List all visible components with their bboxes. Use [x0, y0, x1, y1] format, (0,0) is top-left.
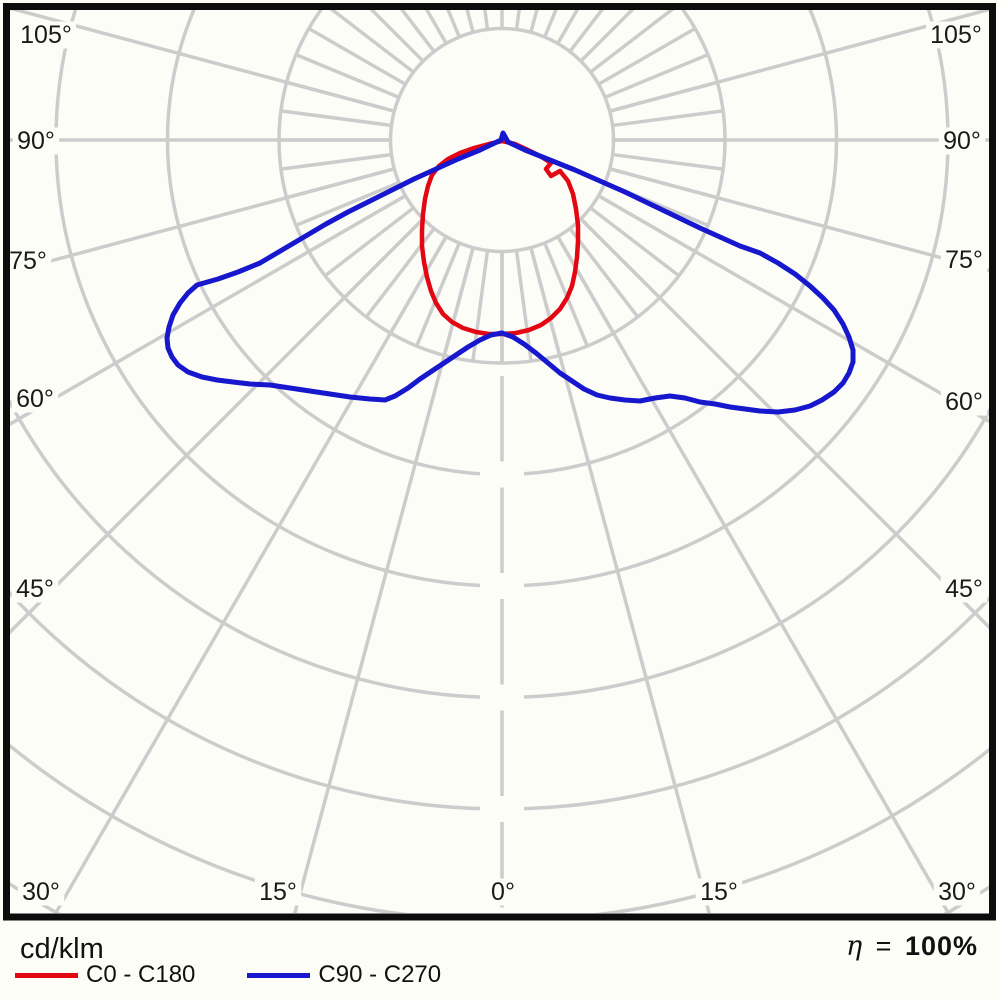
major-spoke — [10, 10, 395, 113]
minor-spoke — [329, 10, 415, 74]
angle-label: 90° — [943, 127, 981, 155]
curve-c90-c270 — [164, 130, 856, 415]
angle-label-backing — [938, 127, 986, 155]
minor-spoke — [597, 26, 696, 86]
major-spoke — [597, 194, 989, 424]
minor-spoke — [589, 10, 675, 74]
angle-label: 30° — [938, 878, 976, 906]
angle-label: 75° — [945, 246, 983, 274]
minor-spoke — [556, 10, 580, 45]
major-spoke — [10, 217, 425, 635]
major-spoke — [53, 235, 448, 913]
minor-spoke — [446, 10, 461, 38]
angle-label: 60° — [16, 385, 54, 413]
minor-spoke — [612, 109, 724, 128]
minor-spoke — [424, 10, 448, 45]
light-output-ratio: η = 100% — [846, 931, 978, 962]
angle-label-backing — [254, 878, 302, 906]
minor-spoke — [529, 10, 539, 33]
eta-symbol: η — [845, 931, 863, 962]
angle-label: 45° — [16, 575, 54, 603]
minor-spoke — [295, 53, 400, 99]
c0-c180-line-swatch — [15, 972, 78, 978]
angle-label-backing — [940, 246, 988, 274]
major-spoke — [293, 247, 475, 913]
angle-label: 105° — [20, 21, 72, 49]
minor-spoke — [589, 206, 680, 278]
minor-spoke — [465, 10, 475, 33]
legend: C0 - C180 C90 - C270 — [15, 961, 441, 989]
angle-label: 90° — [17, 127, 55, 155]
minor-spoke — [579, 10, 635, 63]
eta-equals: = — [875, 931, 892, 961]
legend-item-c90-c270: C90 - C270 — [247, 961, 441, 989]
minor-spoke — [295, 181, 400, 227]
legend-label-c0-c180: C0 - C180 — [86, 961, 196, 988]
angle-label: 15° — [259, 878, 297, 906]
minor-spoke — [369, 10, 425, 63]
legend-item-c0-c180: C0 - C180 — [15, 961, 195, 989]
minor-spoke — [280, 109, 392, 128]
angle-label: 105° — [930, 21, 982, 49]
angle-label-backing — [695, 878, 743, 906]
curves — [164, 130, 856, 415]
angle-labels: 105° 105° 90° 90° 75° 75° 60° 60° 45° 45° 30° 30° 15… — [4, 21, 988, 906]
angle-label: 0° — [491, 878, 515, 906]
major-spoke — [10, 194, 407, 427]
plot-frame-border — [3, 3, 996, 921]
major-spoke — [579, 217, 989, 630]
angle-label-backing — [486, 878, 520, 906]
major-spoke — [10, 167, 395, 274]
minor-spoke — [543, 242, 589, 347]
angle-label-backing — [16, 21, 76, 49]
minor-spoke — [280, 152, 392, 171]
angle-label-backing — [940, 388, 988, 416]
minor-spoke — [568, 10, 604, 53]
angle-label-backing — [11, 385, 59, 413]
major-spoke — [609, 10, 989, 113]
minor-spoke — [543, 10, 558, 38]
angle-label-backing — [11, 575, 59, 603]
major-spoke — [529, 247, 711, 913]
angle-label-backing — [926, 21, 986, 49]
major-spoke — [556, 235, 951, 913]
minor-spoke — [604, 53, 709, 99]
angle-label-backing — [4, 247, 52, 275]
minor-spoke — [483, 10, 490, 30]
angle-label-backing — [12, 127, 60, 155]
angle-label: 45° — [945, 575, 983, 603]
major-spoke — [609, 167, 989, 273]
minor-spoke — [612, 152, 724, 171]
angle-label: 75° — [9, 247, 47, 275]
minor-spoke — [568, 227, 640, 318]
angle-label-backing — [17, 878, 65, 906]
angle-label-backing — [933, 878, 981, 906]
minor-spoke — [514, 250, 533, 362]
angle-label: 60° — [945, 388, 983, 416]
minor-spoke — [415, 242, 461, 347]
angle-label: 30° — [22, 878, 60, 906]
angle-label: 15° — [700, 878, 738, 906]
eta-value: 100% — [904, 931, 978, 961]
c90-c270-line-swatch — [247, 972, 311, 978]
minor-spoke — [514, 10, 521, 30]
radial-unit-label: cd/klm — [20, 933, 104, 965]
legend-label-c90-c270: C90 - C270 — [318, 961, 442, 988]
angle-label-backing — [940, 575, 988, 603]
minor-spoke — [400, 10, 436, 53]
minor-spoke — [324, 206, 415, 278]
minor-spoke — [308, 26, 407, 86]
